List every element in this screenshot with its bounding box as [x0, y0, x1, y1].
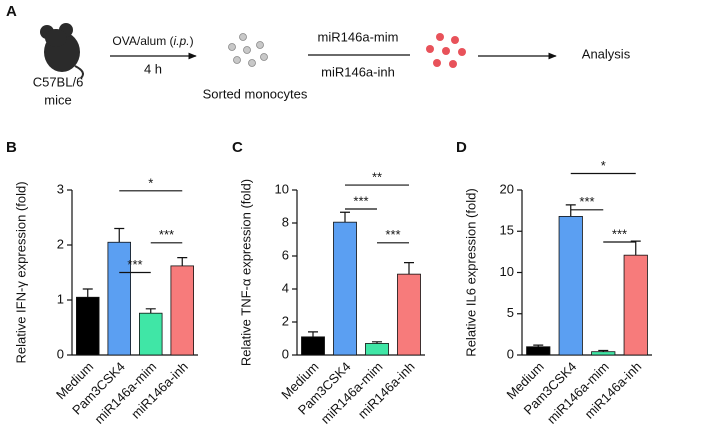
- monocyte-dots: [228, 33, 268, 67]
- y-tick-label: 20: [500, 181, 514, 196]
- y-tick-label: 10: [275, 181, 289, 196]
- cells: Sorted monocytes: [203, 86, 308, 101]
- significance-label: ***: [159, 227, 174, 242]
- y-tick-label: 2: [282, 313, 289, 328]
- y-tick-label: 2: [57, 236, 64, 251]
- error-bar: [114, 227, 125, 243]
- y-tick-label: 10: [500, 264, 514, 279]
- bar: [365, 343, 389, 356]
- panel-label: D: [456, 139, 467, 156]
- bar: [591, 351, 616, 356]
- y-tick-label: 0: [57, 346, 64, 361]
- significance-label: *: [148, 175, 153, 190]
- significance-label: *: [601, 158, 606, 173]
- bar: [301, 336, 325, 356]
- panel-label: A: [6, 3, 17, 20]
- bar: [397, 273, 421, 356]
- bar: [76, 296, 100, 356]
- time: 4 h: [144, 61, 162, 76]
- treatment-part: OVA/alum (: [112, 34, 173, 48]
- error-bar: [145, 308, 156, 314]
- error-bar: [533, 344, 544, 347]
- strain-note: mice: [44, 92, 71, 107]
- error-bar: [404, 262, 414, 275]
- y-tick-label: 8: [282, 214, 289, 229]
- error-bar: [308, 331, 318, 337]
- readout: Analysis: [582, 46, 631, 61]
- y-tick-label: 6: [282, 247, 289, 262]
- treated-dots: [426, 33, 466, 68]
- error-bar: [177, 257, 188, 266]
- treatment-part: i.p.: [174, 34, 190, 48]
- mimic: miR146a-mim: [318, 29, 399, 44]
- y-axis-label: Relative TNF-α expression (fold): [238, 179, 253, 366]
- treatment-part: ): [190, 34, 194, 48]
- bar: [139, 312, 163, 356]
- significance-label: ***: [385, 227, 400, 242]
- error-bar: [372, 341, 382, 344]
- bar: [170, 265, 194, 356]
- error-bar: [598, 349, 609, 352]
- significance-label: ***: [612, 226, 627, 241]
- bar: [558, 215, 583, 356]
- y-tick-label: 0: [507, 346, 514, 361]
- error-bar: [82, 288, 93, 298]
- y-axis-label: Relative IL6 expression (fold): [463, 188, 478, 356]
- schematic: A C57BL/6 mice OVA/alum (i.p.) 4 h Sorte…: [6, 3, 631, 107]
- inhibitor: miR146a-inh: [321, 64, 395, 79]
- strain: C57BL/6: [33, 74, 84, 89]
- y-tick-label: 0: [282, 346, 289, 361]
- significance-label: ***: [353, 193, 368, 208]
- panel-label: C: [232, 139, 243, 156]
- y-axis-label: Relative IFN-γ expression (fold): [13, 181, 28, 363]
- error-bar: [630, 240, 641, 256]
- y-tick-label: 15: [500, 223, 514, 238]
- bar: [333, 221, 357, 356]
- error-bar: [340, 211, 350, 223]
- panel-label: B: [6, 139, 17, 156]
- significance-label: **: [372, 169, 382, 184]
- y-tick-label: 3: [57, 181, 64, 196]
- significance-label: ***: [579, 194, 594, 209]
- y-tick-label: 1: [57, 291, 64, 306]
- bar: [623, 254, 648, 356]
- mouse-icon: [40, 23, 84, 79]
- y-tick-label: 4: [282, 280, 289, 295]
- significance-label: ***: [127, 257, 142, 272]
- y-tick-label: 5: [507, 305, 514, 320]
- bar: [526, 346, 551, 356]
- error-bar: [565, 204, 576, 217]
- treatment: OVA/alum (i.p.): [112, 34, 193, 48]
